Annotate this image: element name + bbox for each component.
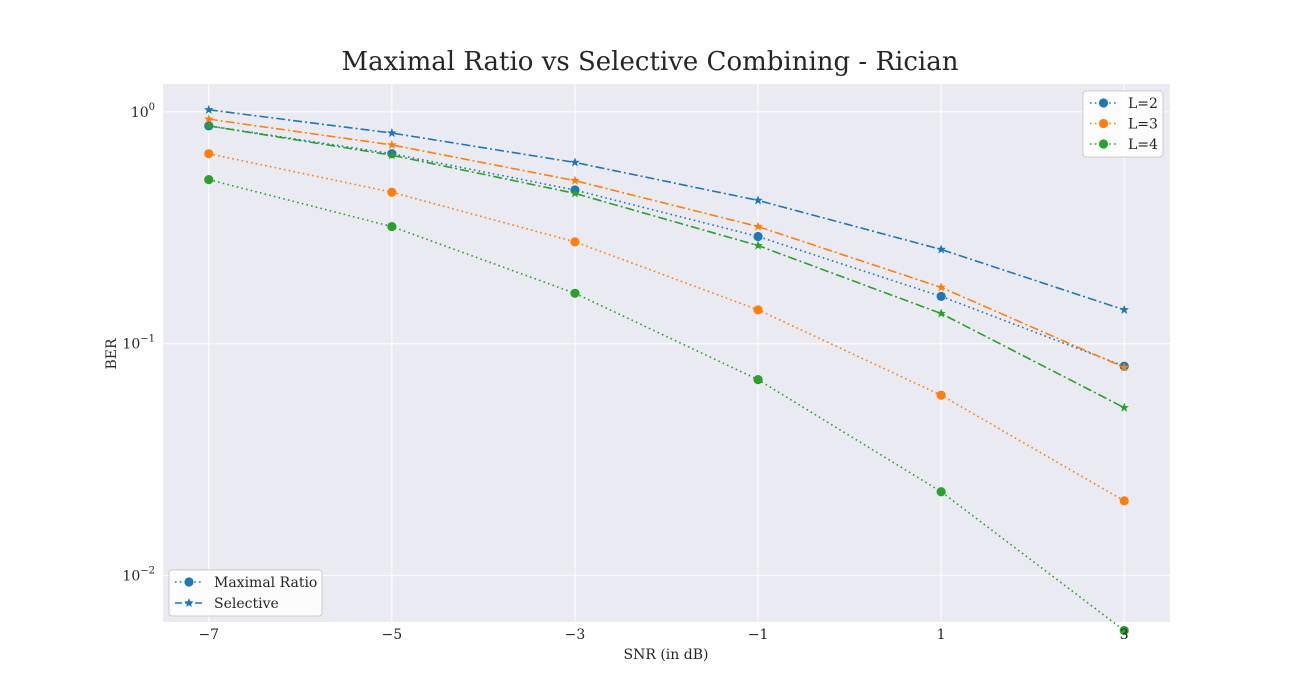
y-tick-label: 100 <box>131 102 155 121</box>
y-axis-label: BER <box>104 338 120 370</box>
x-tick-label: 3 <box>1120 627 1129 643</box>
grid-lines <box>163 84 1170 622</box>
x-tick-labels: −7 −5 −3 −1 1 3 <box>198 627 1128 643</box>
legend-marker <box>184 577 194 587</box>
data-point <box>204 120 214 130</box>
chart-title: Maximal Ratio vs Selective Combining - R… <box>342 47 959 77</box>
data-point <box>570 188 580 198</box>
y-tick-labels: 100 10−1 10−2 <box>122 102 155 585</box>
series-maximal-ratio-l4 <box>204 175 1129 636</box>
series-layer <box>204 104 1129 636</box>
data-point <box>1119 304 1129 314</box>
data-point <box>936 390 946 400</box>
data-point <box>1119 402 1129 412</box>
legend-label: L=2 <box>1128 96 1158 112</box>
legend-label: L=4 <box>1128 137 1158 153</box>
y-tick-label: 10−2 <box>122 566 155 585</box>
legend-label: L=3 <box>1128 117 1158 133</box>
series-selective-l2 <box>204 104 1129 314</box>
data-point <box>1119 496 1129 506</box>
legend-marker <box>1098 118 1109 129</box>
data-point <box>936 291 946 301</box>
data-point <box>1119 625 1129 636</box>
series-line <box>208 125 1125 409</box>
data-point <box>387 221 397 232</box>
data-point <box>204 114 214 124</box>
legend-style: Maximal Ratio Selective <box>168 569 323 617</box>
data-point <box>936 308 946 318</box>
series-line <box>208 118 1125 369</box>
data-point <box>387 187 397 197</box>
x-tick-label: −1 <box>748 627 769 643</box>
data-point <box>753 221 763 231</box>
data-point <box>204 104 214 114</box>
x-tick-label: −3 <box>565 627 586 643</box>
data-point <box>753 305 763 315</box>
data-point <box>753 375 763 385</box>
data-point <box>387 139 397 149</box>
data-point <box>753 240 763 250</box>
legend-color: L=2 L=3 L=4 <box>1082 90 1164 158</box>
legend-box <box>168 569 323 617</box>
x-tick-label: −5 <box>382 627 403 643</box>
data-point <box>753 231 763 242</box>
x-axis-label: SNR (in dB) <box>624 647 709 663</box>
legend-label: Selective <box>214 596 279 612</box>
data-point <box>570 175 580 185</box>
x-tick-label: −7 <box>198 627 219 643</box>
x-tick-label: 1 <box>937 627 946 643</box>
data-point <box>204 175 214 185</box>
legend-label: Maximal Ratio <box>214 575 317 591</box>
series-maximal-ratio-l3 <box>204 149 1129 506</box>
plot-area <box>163 84 1170 622</box>
data-point <box>936 282 946 292</box>
series-line <box>208 178 1125 632</box>
data-point <box>570 237 580 247</box>
data-point <box>570 157 580 167</box>
data-point <box>570 288 580 298</box>
data-point <box>936 244 946 254</box>
y-tick-label: 10−1 <box>122 334 155 353</box>
legend-marker <box>1098 139 1109 149</box>
data-point <box>936 487 946 497</box>
data-point <box>753 195 763 205</box>
data-point <box>1119 362 1129 372</box>
data-point <box>387 150 397 160</box>
legend-marker <box>184 598 194 608</box>
series-selective-l3 <box>204 114 1129 372</box>
series-selective-l4 <box>204 120 1129 412</box>
legend-marker <box>1098 98 1109 108</box>
data-point <box>387 128 397 138</box>
series-line <box>208 125 1125 367</box>
data-point <box>204 149 214 159</box>
series-line <box>208 109 1125 311</box>
